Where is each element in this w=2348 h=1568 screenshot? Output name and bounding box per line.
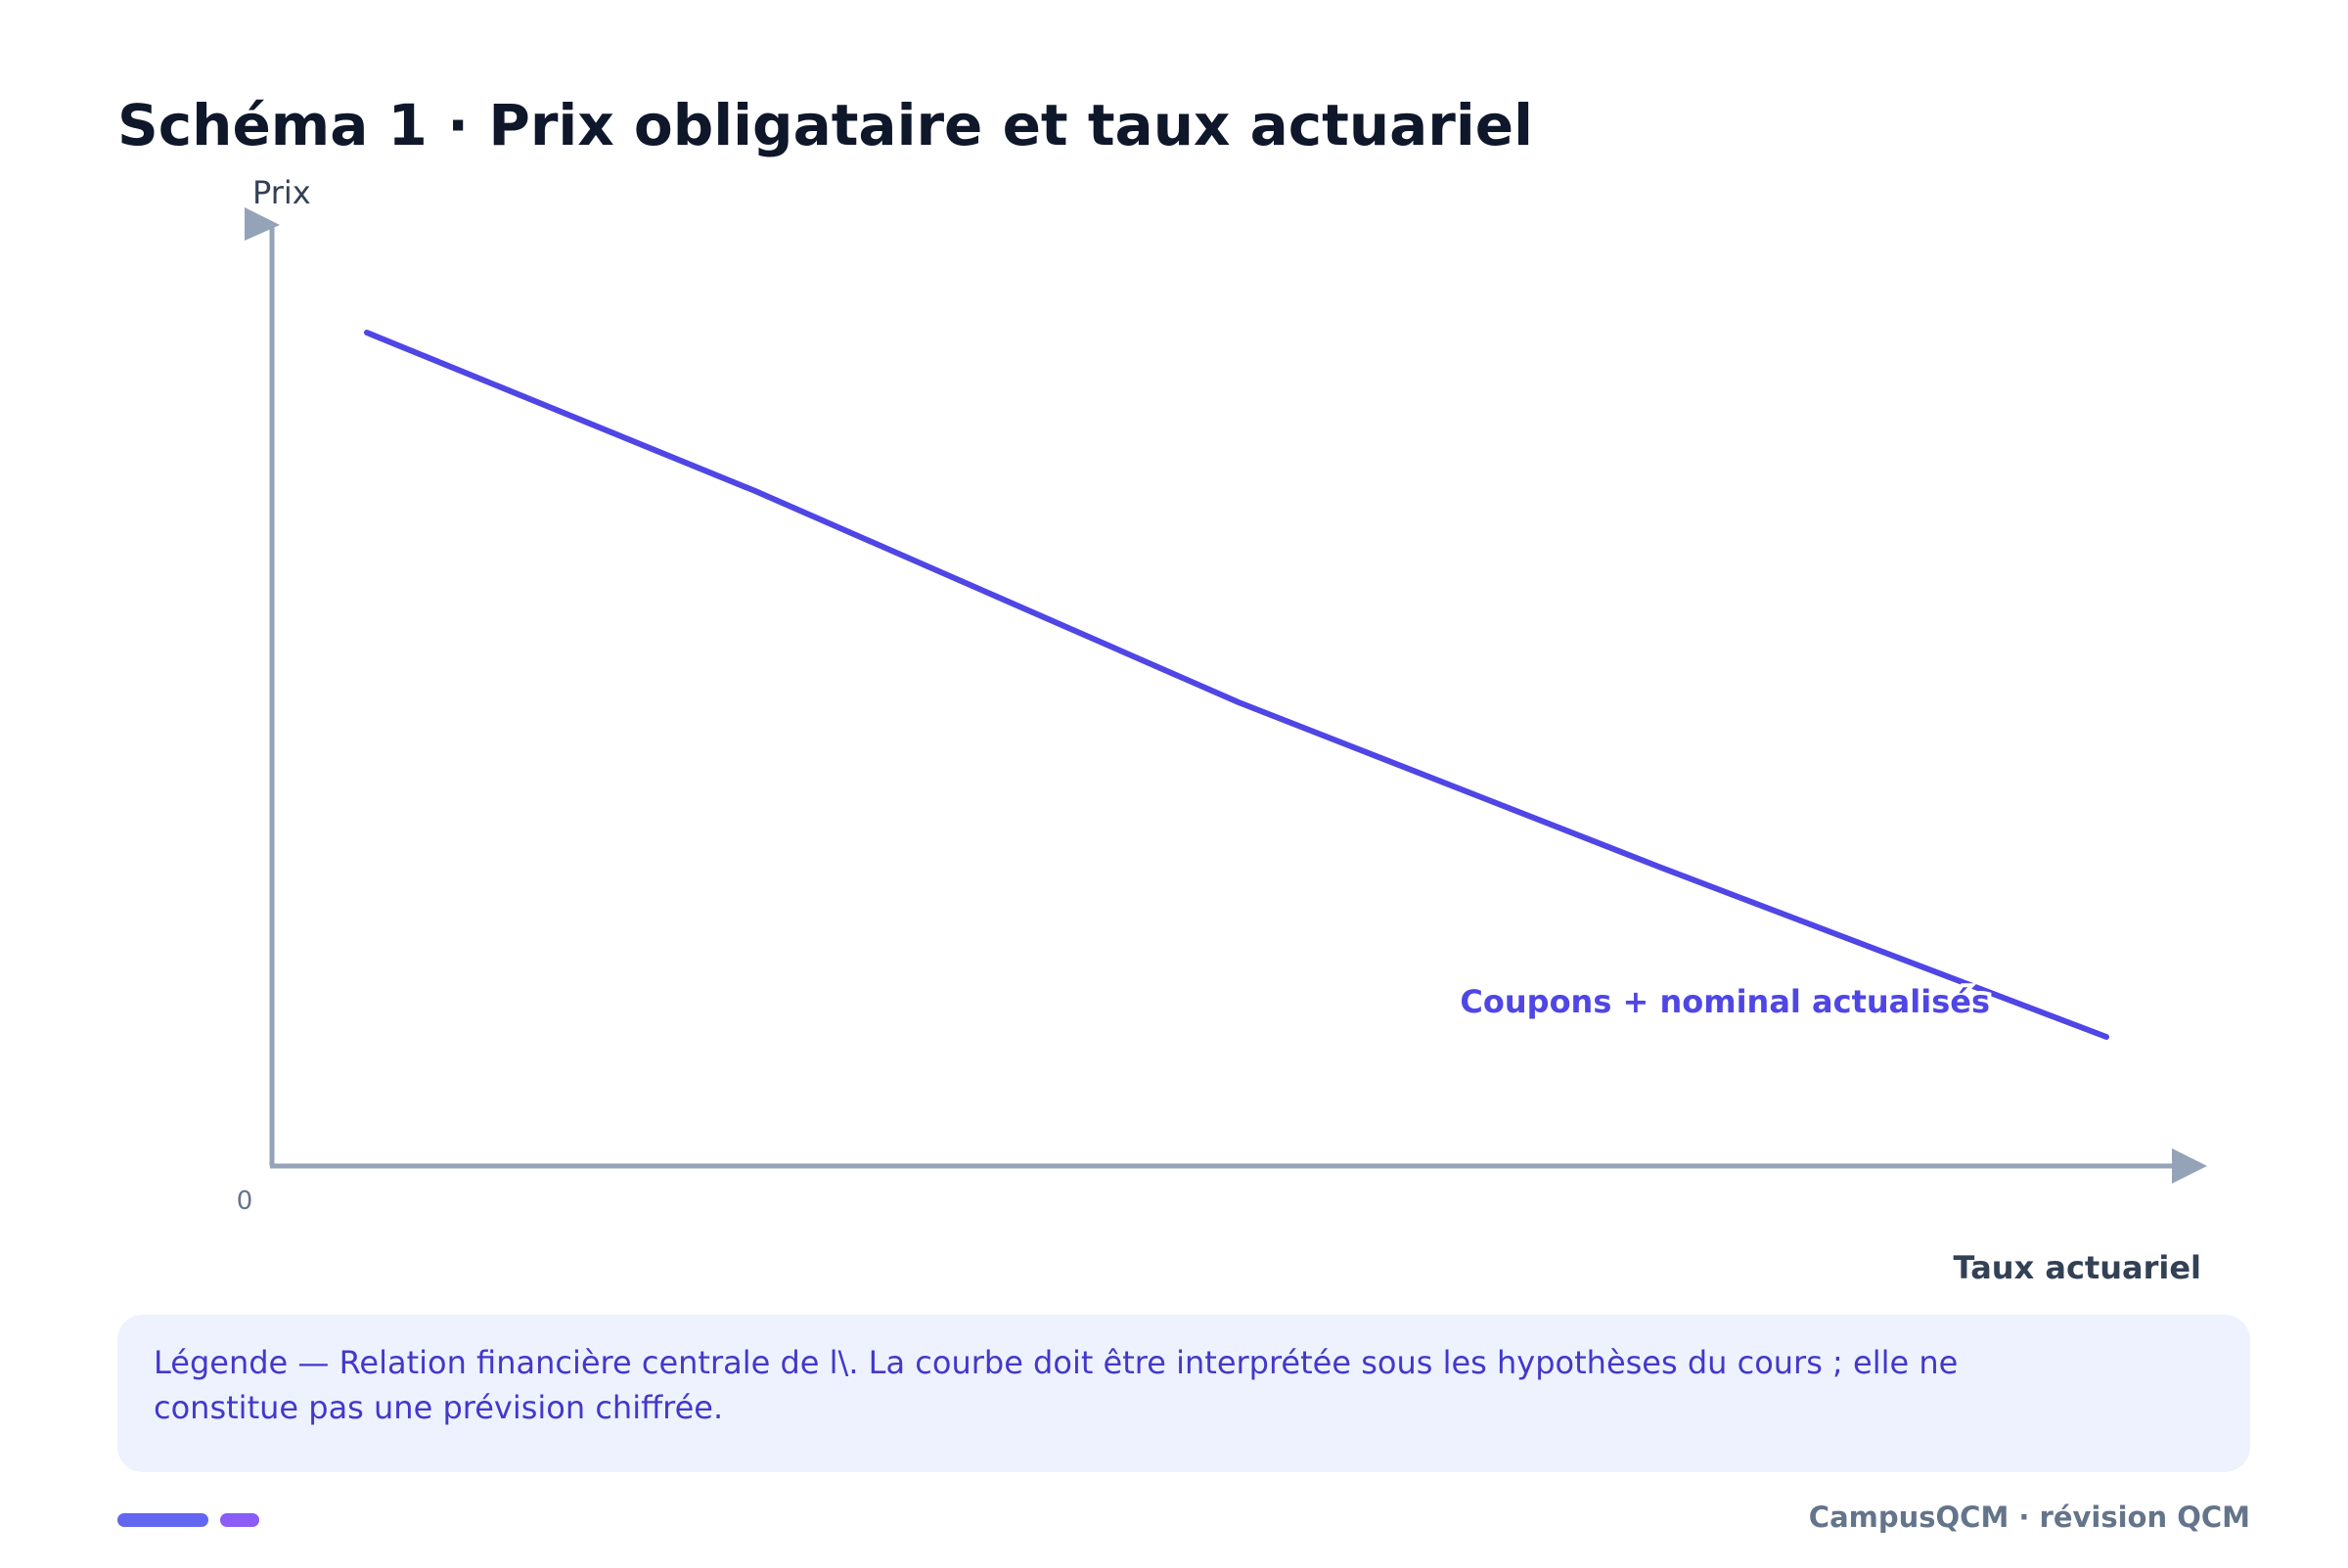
- price-curve: [364, 330, 2109, 1040]
- caption-box: Légende — Relation financière centrale d…: [117, 1315, 2250, 1472]
- curve-label: Coupons + nominal actualisés: [1460, 983, 1990, 1020]
- y-axis-label: Prix: [252, 174, 311, 211]
- footer-pill: [117, 1513, 208, 1527]
- x-axis-arrow: [2172, 1148, 2207, 1184]
- x-axis-label: Taux actuariel: [1953, 1249, 2201, 1286]
- caption-text: Légende — Relation financière centrale d…: [154, 1344, 1959, 1426]
- y-axis-arrow: [245, 207, 280, 241]
- title: Schéma 1 · Prix obligataire et taux actu…: [117, 92, 1533, 158]
- footer-text: CampusQCM · révision QCM: [1808, 1501, 2250, 1534]
- footer-pill: [220, 1513, 259, 1527]
- origin-label: 0: [237, 1187, 253, 1216]
